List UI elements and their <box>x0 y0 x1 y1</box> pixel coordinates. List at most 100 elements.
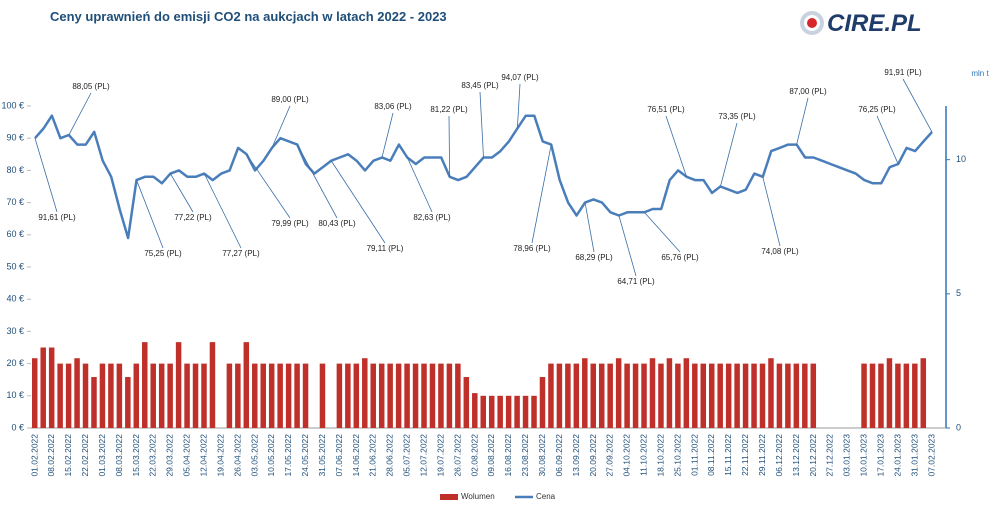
volume-bar <box>125 377 131 428</box>
volume-bar <box>725 363 732 428</box>
volume-bar <box>99 363 106 428</box>
logo-text: CIRE.PL <box>827 10 922 37</box>
x-tick-label: 27.09.2022 <box>605 434 615 477</box>
x-tick-label: 15.03.2022 <box>131 434 141 477</box>
volume-bar <box>395 363 402 428</box>
annotation: 76,25 (PL) <box>858 105 896 114</box>
x-tick-label: 29.03.2022 <box>165 434 175 477</box>
volume-bar <box>582 358 588 428</box>
x-tick-label: 26.07.2022 <box>452 434 462 477</box>
volume-bar <box>336 363 343 428</box>
volume-bar <box>802 363 808 428</box>
x-tick-label: 01.11.2022 <box>689 434 699 476</box>
volume-bar <box>302 363 309 428</box>
volume-bar <box>641 363 647 428</box>
volume-bar <box>861 363 867 428</box>
volume-bar <box>455 363 461 428</box>
volume-bar <box>708 363 715 428</box>
price-line <box>34 114 933 240</box>
volume-bar <box>32 358 38 428</box>
x-tick-label: 17.01.2023 <box>875 434 885 477</box>
volume-bar <box>57 363 63 428</box>
x-tick-label: 21.06.2022 <box>368 434 378 477</box>
logo: CIRE.PL <box>800 10 922 37</box>
annotation: 74,08 (PL) <box>761 247 799 256</box>
volume-bar <box>226 363 233 428</box>
volume-bar <box>649 358 656 428</box>
annotation: 64,71 (PL) <box>617 277 655 286</box>
x-tick-label: 30.08.2022 <box>537 434 547 477</box>
volume-bar <box>895 363 901 428</box>
volume-bar <box>387 363 393 428</box>
volume-bar <box>65 363 72 428</box>
y-tick-label: 80 € <box>6 165 24 175</box>
volume-bar <box>632 363 639 428</box>
volume-bar <box>82 363 89 428</box>
x-tick-label: 19.04.2022 <box>215 434 225 477</box>
volume-bar <box>742 363 749 428</box>
annotation-leader <box>584 202 595 253</box>
annotation-leader <box>271 105 291 149</box>
volume-bar <box>268 363 275 428</box>
x-tick-label: 06.12.2022 <box>774 434 784 477</box>
volume-bar <box>294 363 300 428</box>
volume-bar <box>243 342 250 428</box>
x-tick-label: 16.08.2022 <box>503 434 513 477</box>
volume-bar <box>74 358 80 428</box>
legend-label: Wolumen <box>461 492 495 501</box>
volume-bar <box>785 363 791 428</box>
y-tick-label: 90 € <box>6 133 24 143</box>
x-tick-label: 08.03.2022 <box>114 434 124 477</box>
volume-bar <box>488 395 495 428</box>
legend-label: Cena <box>536 492 556 501</box>
y2-tick-label: 0 <box>956 422 961 432</box>
volume-bar <box>472 393 478 428</box>
volume-bar <box>175 342 182 428</box>
volume-bar <box>319 363 326 428</box>
volume-bar <box>404 363 410 428</box>
x-tick-label: 20.12.2022 <box>808 434 818 477</box>
annotation: 83,06 (PL) <box>374 102 412 111</box>
x-tick-label: 31.05.2022 <box>317 434 327 477</box>
volume-bar <box>734 363 740 428</box>
x-tick-label: 13.12.2022 <box>791 434 801 477</box>
annotation: 83,45 (PL) <box>461 81 499 90</box>
volume-bar <box>91 377 97 428</box>
annotation: 78,96 (PL) <box>513 244 551 253</box>
volume-bar <box>40 347 46 428</box>
volume-bar <box>116 363 123 428</box>
volume-bar <box>480 395 486 428</box>
volume-bar <box>345 363 351 428</box>
y-tick-label: 20 € <box>6 358 24 368</box>
annotation-leader <box>203 173 242 249</box>
volume-bar <box>446 363 453 428</box>
x-tick-label: 01.02.2022 <box>29 434 39 477</box>
annotation-leader <box>479 91 484 158</box>
volume-bar <box>505 395 512 428</box>
annotation: 68,29 (PL) <box>575 253 613 262</box>
x-tick-label: 08.02.2022 <box>46 434 56 477</box>
volume-bar <box>615 358 622 428</box>
chart-title: Ceny uprawnień do emisji CO2 na aukcjach… <box>50 9 447 24</box>
annotation-leader <box>296 144 338 219</box>
annotation-leader <box>876 115 899 165</box>
volume-bar <box>573 363 580 428</box>
volume-bar <box>412 363 419 428</box>
annotation: 77,22 (PL) <box>174 213 212 222</box>
annotation-leader <box>68 92 92 136</box>
x-tick-label: 18.10.2022 <box>655 434 665 477</box>
x-tick-label: 06.09.2022 <box>554 434 564 477</box>
annotation: 73,35 (PL) <box>718 112 756 121</box>
volume-bar <box>793 363 800 428</box>
annotation-leader <box>406 157 433 213</box>
volume-bar <box>497 395 503 428</box>
annotation-leader <box>170 173 194 213</box>
volume-bar <box>133 363 140 428</box>
y2-axis-label: mln t <box>971 69 989 78</box>
x-tick-label: 19.07.2022 <box>435 434 445 477</box>
y-tick-label: 40 € <box>6 294 24 304</box>
annotation: 87,00 (PL) <box>789 87 827 96</box>
volume-bar <box>362 358 368 428</box>
volume-bar <box>370 363 376 428</box>
